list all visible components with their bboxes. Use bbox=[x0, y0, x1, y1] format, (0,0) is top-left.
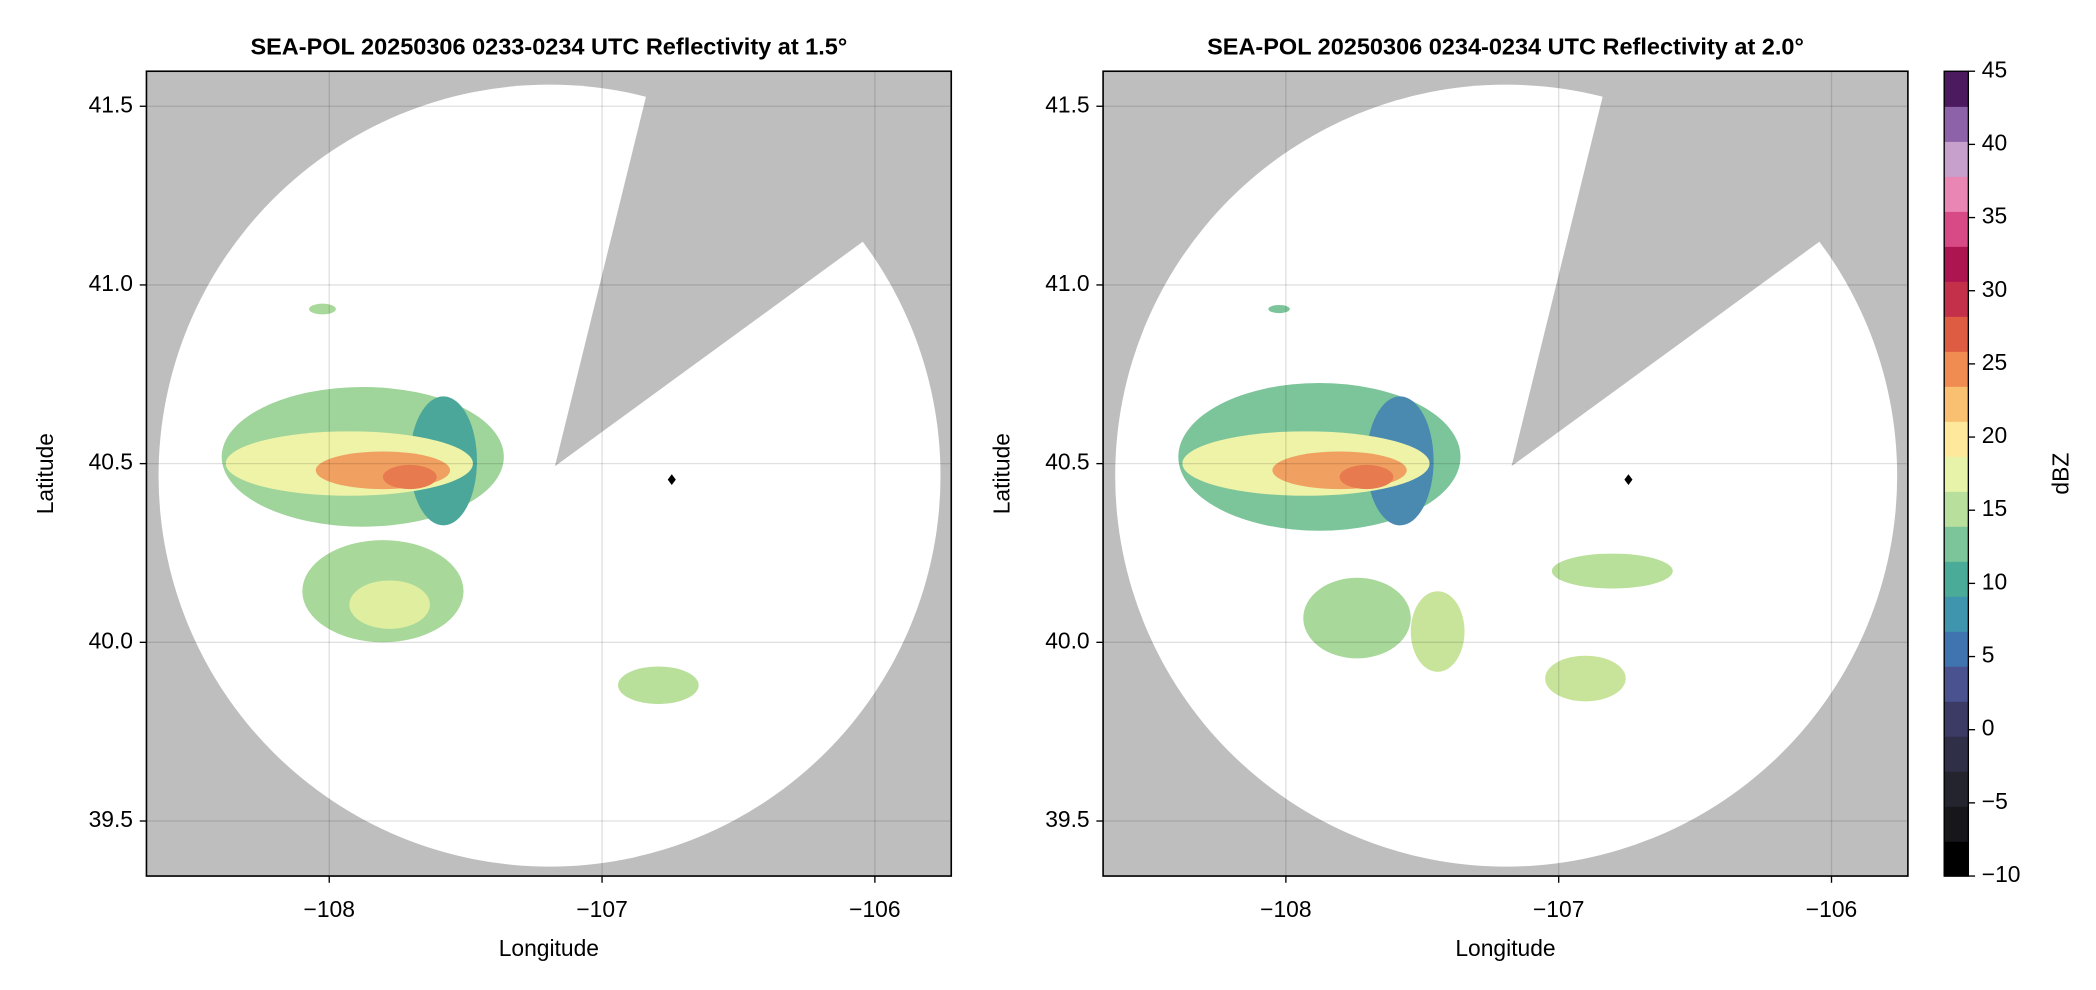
x-tick-label: −107 bbox=[1533, 896, 1584, 922]
x-tick-label: −107 bbox=[576, 896, 627, 922]
colorbar-band bbox=[1944, 351, 1969, 387]
y-tick-label: 41.0 bbox=[1045, 270, 1089, 296]
echoes bbox=[1178, 305, 1673, 702]
x-tick-label: −106 bbox=[1806, 896, 1857, 922]
axes-frame bbox=[1102, 70, 1909, 877]
colorbar-band bbox=[1944, 106, 1969, 142]
echo bbox=[382, 464, 437, 490]
colorbar-band bbox=[1944, 421, 1969, 457]
y-tick-label: 39.5 bbox=[1045, 806, 1089, 832]
colorbar-band bbox=[1944, 771, 1969, 807]
plot-area bbox=[1103, 71, 1908, 877]
colorbar-band bbox=[1944, 806, 1969, 842]
y-tick-label: 40.0 bbox=[1045, 627, 1089, 653]
colorbar-band bbox=[1944, 666, 1969, 702]
colorbar-tick-label: −10 bbox=[1982, 861, 2021, 887]
colorbar-band bbox=[1944, 281, 1969, 317]
colorbar-band bbox=[1944, 526, 1969, 562]
colorbar-band bbox=[1944, 246, 1969, 282]
colorbar-band bbox=[1944, 176, 1969, 212]
colorbar-band bbox=[1944, 596, 1969, 632]
colorbar-label: dBZ bbox=[2047, 453, 2073, 495]
echo bbox=[309, 303, 336, 315]
echo bbox=[1551, 553, 1673, 589]
x-axis-label: Longitude bbox=[499, 935, 599, 961]
chart-title: SEA-POL 20250306 0234-0234 UTC Reflectiv… bbox=[1207, 34, 1804, 60]
colorbar-tick-label: 15 bbox=[1982, 495, 2007, 521]
blocked-sector bbox=[1511, 71, 1908, 467]
colorbar-tick-label: 5 bbox=[1982, 642, 1995, 668]
colorbar-band bbox=[1944, 631, 1969, 667]
x-tick-label: −106 bbox=[849, 896, 900, 922]
colorbar-tick-label: 0 bbox=[1982, 715, 1995, 741]
colorbar-band bbox=[1944, 561, 1969, 597]
colorbar-band bbox=[1944, 456, 1969, 492]
colorbar-band bbox=[1944, 141, 1969, 177]
colorbar-band bbox=[1944, 386, 1969, 422]
echo bbox=[618, 666, 699, 705]
y-tick-label: 40.0 bbox=[89, 627, 133, 653]
echo bbox=[1303, 577, 1411, 659]
colorbar-tick-label: 40 bbox=[1982, 129, 2007, 155]
colorbar-tick-label: 30 bbox=[1982, 276, 2007, 302]
chart-title: SEA-POL 20250306 0233-0234 UTC Reflectiv… bbox=[250, 34, 847, 60]
colorbar-band bbox=[1944, 736, 1969, 772]
y-tick-label: 41.0 bbox=[89, 270, 133, 296]
x-axis-label: Longitude bbox=[1455, 935, 1555, 961]
echo bbox=[1339, 464, 1394, 490]
echo bbox=[349, 580, 430, 629]
y-tick-label: 40.5 bbox=[89, 449, 133, 475]
colorbar-band bbox=[1944, 701, 1969, 737]
x-tick-label: −108 bbox=[1260, 896, 1311, 922]
colorbar-tick-label: 20 bbox=[1982, 422, 2007, 448]
colorbar-tick-label: 25 bbox=[1982, 349, 2007, 375]
echoes bbox=[221, 303, 699, 705]
echo bbox=[1268, 305, 1290, 314]
radar-site bbox=[1624, 474, 1633, 486]
y-tick-label: 40.5 bbox=[1045, 449, 1089, 475]
axes-frame bbox=[145, 70, 953, 877]
echo bbox=[1545, 655, 1626, 702]
blocked-sector bbox=[554, 71, 952, 467]
y-tick-label: 39.5 bbox=[89, 806, 133, 832]
plot-area bbox=[146, 71, 952, 877]
echo bbox=[1410, 591, 1465, 672]
y-axis-label: Latitude bbox=[989, 433, 1015, 514]
x-tick-label: −108 bbox=[304, 896, 355, 922]
colorbar-band bbox=[1944, 316, 1969, 352]
radar-site bbox=[667, 474, 676, 486]
y-tick-label: 41.5 bbox=[89, 91, 133, 117]
colorbar-tick-label: 35 bbox=[1982, 203, 2007, 229]
colorbar-band bbox=[1944, 211, 1969, 247]
colorbar-band bbox=[1944, 841, 1969, 877]
y-tick-label: 41.5 bbox=[1045, 91, 1089, 117]
colorbar-tick-label: −5 bbox=[1982, 788, 2008, 814]
colorbar-band bbox=[1944, 491, 1969, 527]
colorbar-frame bbox=[1943, 70, 1970, 877]
colorbar-tick-label: 45 bbox=[1982, 56, 2007, 82]
colorbar-band bbox=[1944, 71, 1969, 107]
colorbar-tick-label: 10 bbox=[1982, 568, 2007, 594]
y-axis-label: Latitude bbox=[32, 433, 58, 514]
